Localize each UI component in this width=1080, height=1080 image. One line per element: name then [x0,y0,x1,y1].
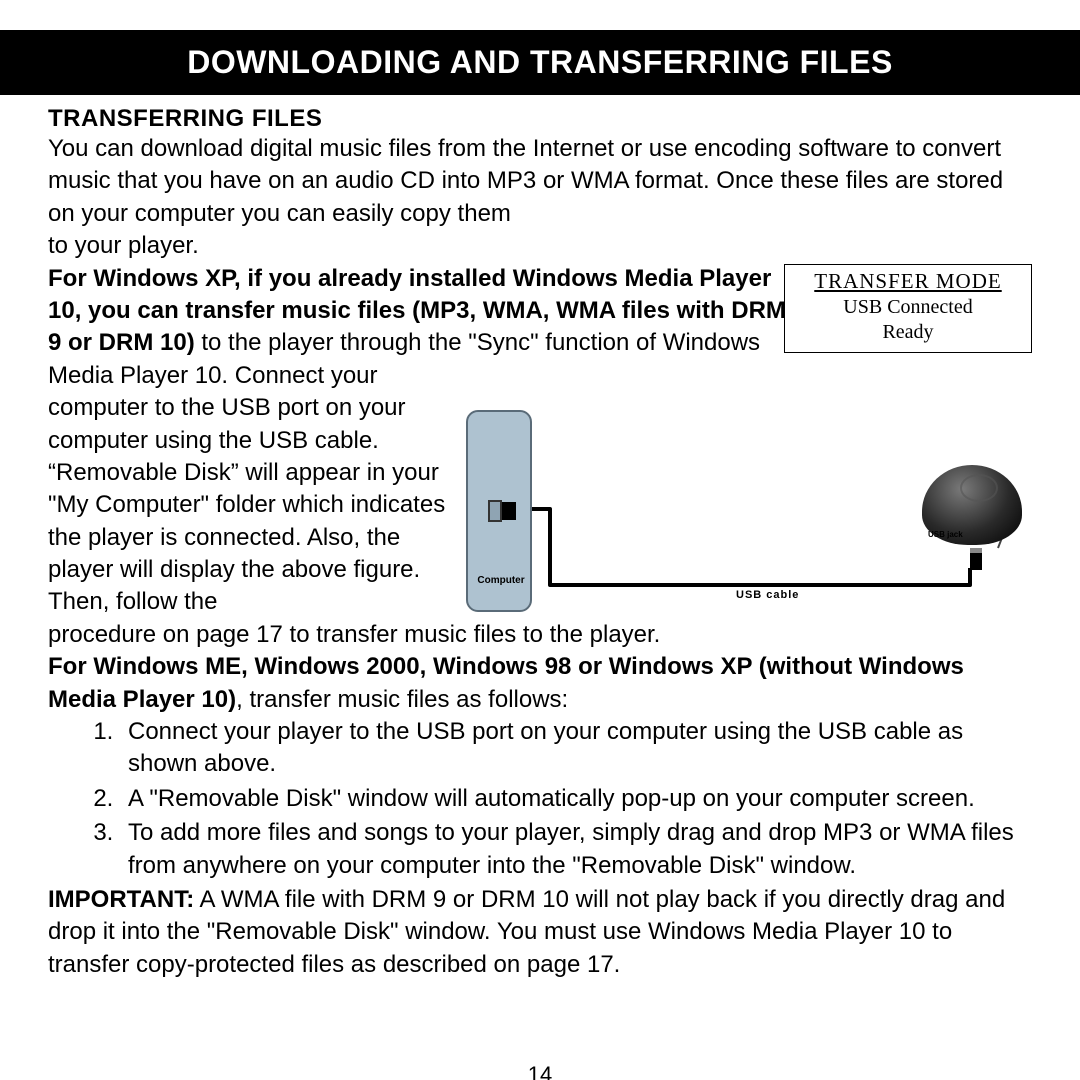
step-1: Connect your player to the USB port on y… [120,716,1032,781]
transfer-mode-line2: Ready [791,321,1025,344]
transfer-mode-title: TRANSFER MODE [791,269,1025,294]
page-number: 14 [0,1062,1080,1080]
important-paragraph: IMPORTANT: A WMA file with DRM 9 or DRM … [48,884,1036,981]
winxp-paragraph: For Windows XP, if you already installed… [48,263,788,393]
important-label: IMPORTANT: [48,886,194,913]
player-ring-icon [960,474,998,502]
mid-paragraph-c: computer to the USB port on your compute… [48,392,454,619]
computer-tower-icon: Computer [466,410,532,612]
steps-list: Connect your player to the USB port on y… [48,716,1032,882]
winother-paragraph: For Windows ME, Windows 2000, Windows 98… [48,651,1036,716]
computer-usb-plug-icon [502,502,516,520]
intro-paragraph-a: You can download digital music files fro… [48,133,1036,230]
transfer-mode-line1: USB Connected [791,296,1025,319]
page-banner: DOWNLOADING AND TRANSFERRING FILES [0,30,1080,95]
step-2: A "Removable Disk" window will automatic… [120,783,1032,815]
computer-label: Computer [468,575,534,586]
transfer-mode-box: TRANSFER MODE USB Connected Ready [784,264,1032,353]
computer-usb-port-icon [488,500,502,522]
section-heading: TRANSFERRING FILES [48,105,1032,133]
step-3: To add more files and songs to your play… [120,817,1032,882]
usb-cable-label: USB cable [736,589,799,601]
winother-tail: , transfer music files as follows: [236,686,568,713]
usb-jack-label: USB jack [928,530,972,539]
intro-paragraph-b: to your player. [48,230,788,262]
connection-diagram: Computer USB jack USB cable [460,410,1032,620]
mid-paragraph-d: procedure on page 17 to transfer music f… [48,619,1036,651]
usb-plug-icon [970,548,982,570]
